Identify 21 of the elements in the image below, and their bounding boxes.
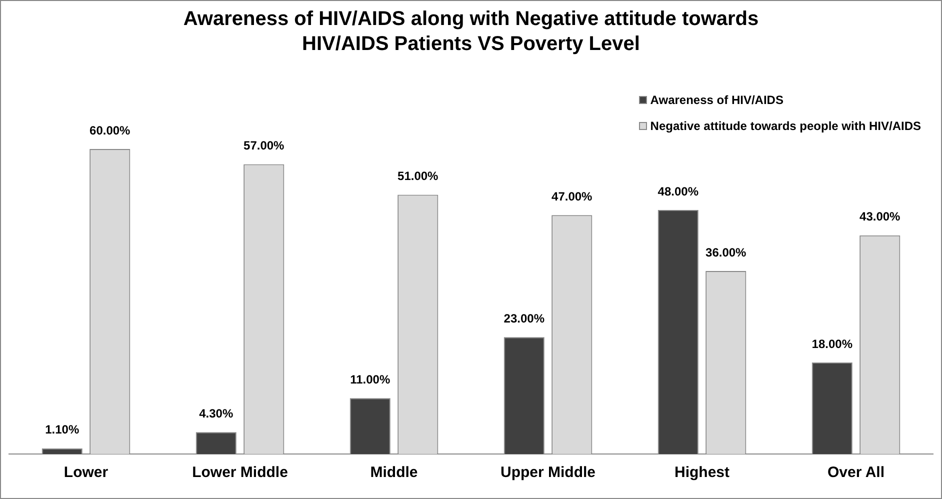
data-label: 47.00% <box>552 189 593 204</box>
data-label: 4.30% <box>199 406 234 420</box>
data-label: 23.00% <box>504 311 545 326</box>
data-label: 18.00% <box>812 336 853 351</box>
data-label: 57.00% <box>244 138 285 153</box>
data-label: 1.10% <box>45 422 80 437</box>
data-label: 36.00% <box>706 245 747 260</box>
x-tick-label: Upper Middle <box>500 464 596 482</box>
x-tick-label: Over All <box>828 464 884 482</box>
data-label: 43.00% <box>860 210 901 224</box>
data-label: 48.00% <box>658 184 699 198</box>
data-label: 60.00% <box>90 123 131 138</box>
x-tick-label: Middle <box>370 464 418 482</box>
legend-label: Negative attitude towards people with HIV/AIDS <box>650 119 921 133</box>
data-label: 11.00% <box>350 372 390 386</box>
x-tick-label: Lower <box>64 464 108 482</box>
x-tick-label: Lower Middle <box>192 464 288 482</box>
x-tick-label: Highest <box>674 464 730 482</box>
chart-title: Awareness of HIV/AIDS along with Negative attitude towards HIV/AIDS Patients VS Poverty Level <box>182 7 760 57</box>
data-label: 51.00% <box>398 169 439 184</box>
legend-label: Awareness of HIV/AIDS <box>650 93 784 107</box>
